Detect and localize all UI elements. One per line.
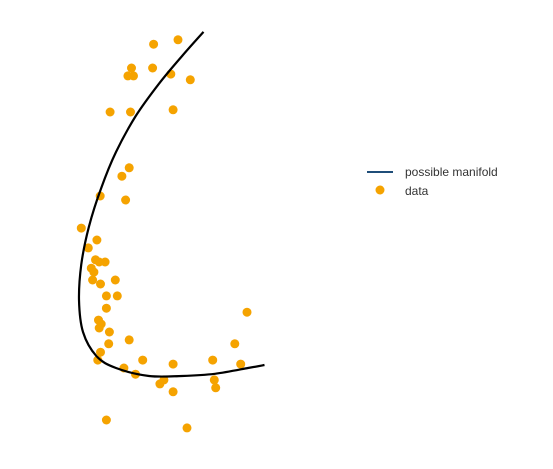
data-point-17: [83, 243, 93, 253]
data-point-2: [127, 63, 136, 73]
data-point-1: [173, 35, 183, 45]
data-point-8: [105, 107, 115, 117]
data-point-12: [117, 171, 127, 181]
data-point-14: [121, 195, 131, 205]
data-point-7: [185, 75, 195, 85]
data-point-0: [149, 39, 159, 49]
data-point-48: [209, 375, 219, 385]
legend-label-manifold: possible manifold: [405, 165, 498, 179]
data-point-29: [101, 303, 111, 313]
data-point-11: [124, 163, 134, 173]
data-point-23: [88, 275, 98, 285]
data-point-27: [112, 291, 122, 301]
data-point-21: [100, 257, 110, 267]
data-point-36: [93, 355, 103, 365]
data-point-24: [96, 279, 105, 289]
data-point-15: [76, 223, 86, 233]
data-point-39: [138, 355, 148, 365]
data-point-33: [104, 339, 114, 349]
data-point-49: [236, 359, 246, 369]
data-point-9: [126, 107, 135, 117]
data-point-44: [182, 423, 192, 433]
legend-label-data: data: [405, 184, 429, 198]
data-point-50: [230, 339, 240, 349]
data-point-5: [129, 71, 138, 81]
data-point-22: [86, 263, 96, 273]
data-point-26: [101, 291, 111, 301]
data-point-51: [242, 307, 252, 317]
data-point-43: [168, 387, 178, 397]
data-point-10: [168, 105, 178, 115]
data-point-32: [104, 327, 114, 337]
data-point-31: [94, 323, 104, 333]
data-point-47: [211, 383, 221, 393]
data-point-25: [110, 275, 120, 285]
legend: possible manifold data: [367, 165, 498, 198]
data-point-3: [148, 63, 158, 73]
data-point-45: [101, 415, 111, 425]
manifold-curve: [77, 31, 265, 378]
plot-area: [76, 31, 265, 433]
data-point-16: [92, 235, 102, 245]
data-point-46: [208, 355, 218, 365]
legend-swatch-data: [375, 185, 385, 195]
data-point-34: [124, 335, 134, 345]
data-point-35: [96, 347, 105, 357]
data-point-40: [168, 359, 178, 369]
